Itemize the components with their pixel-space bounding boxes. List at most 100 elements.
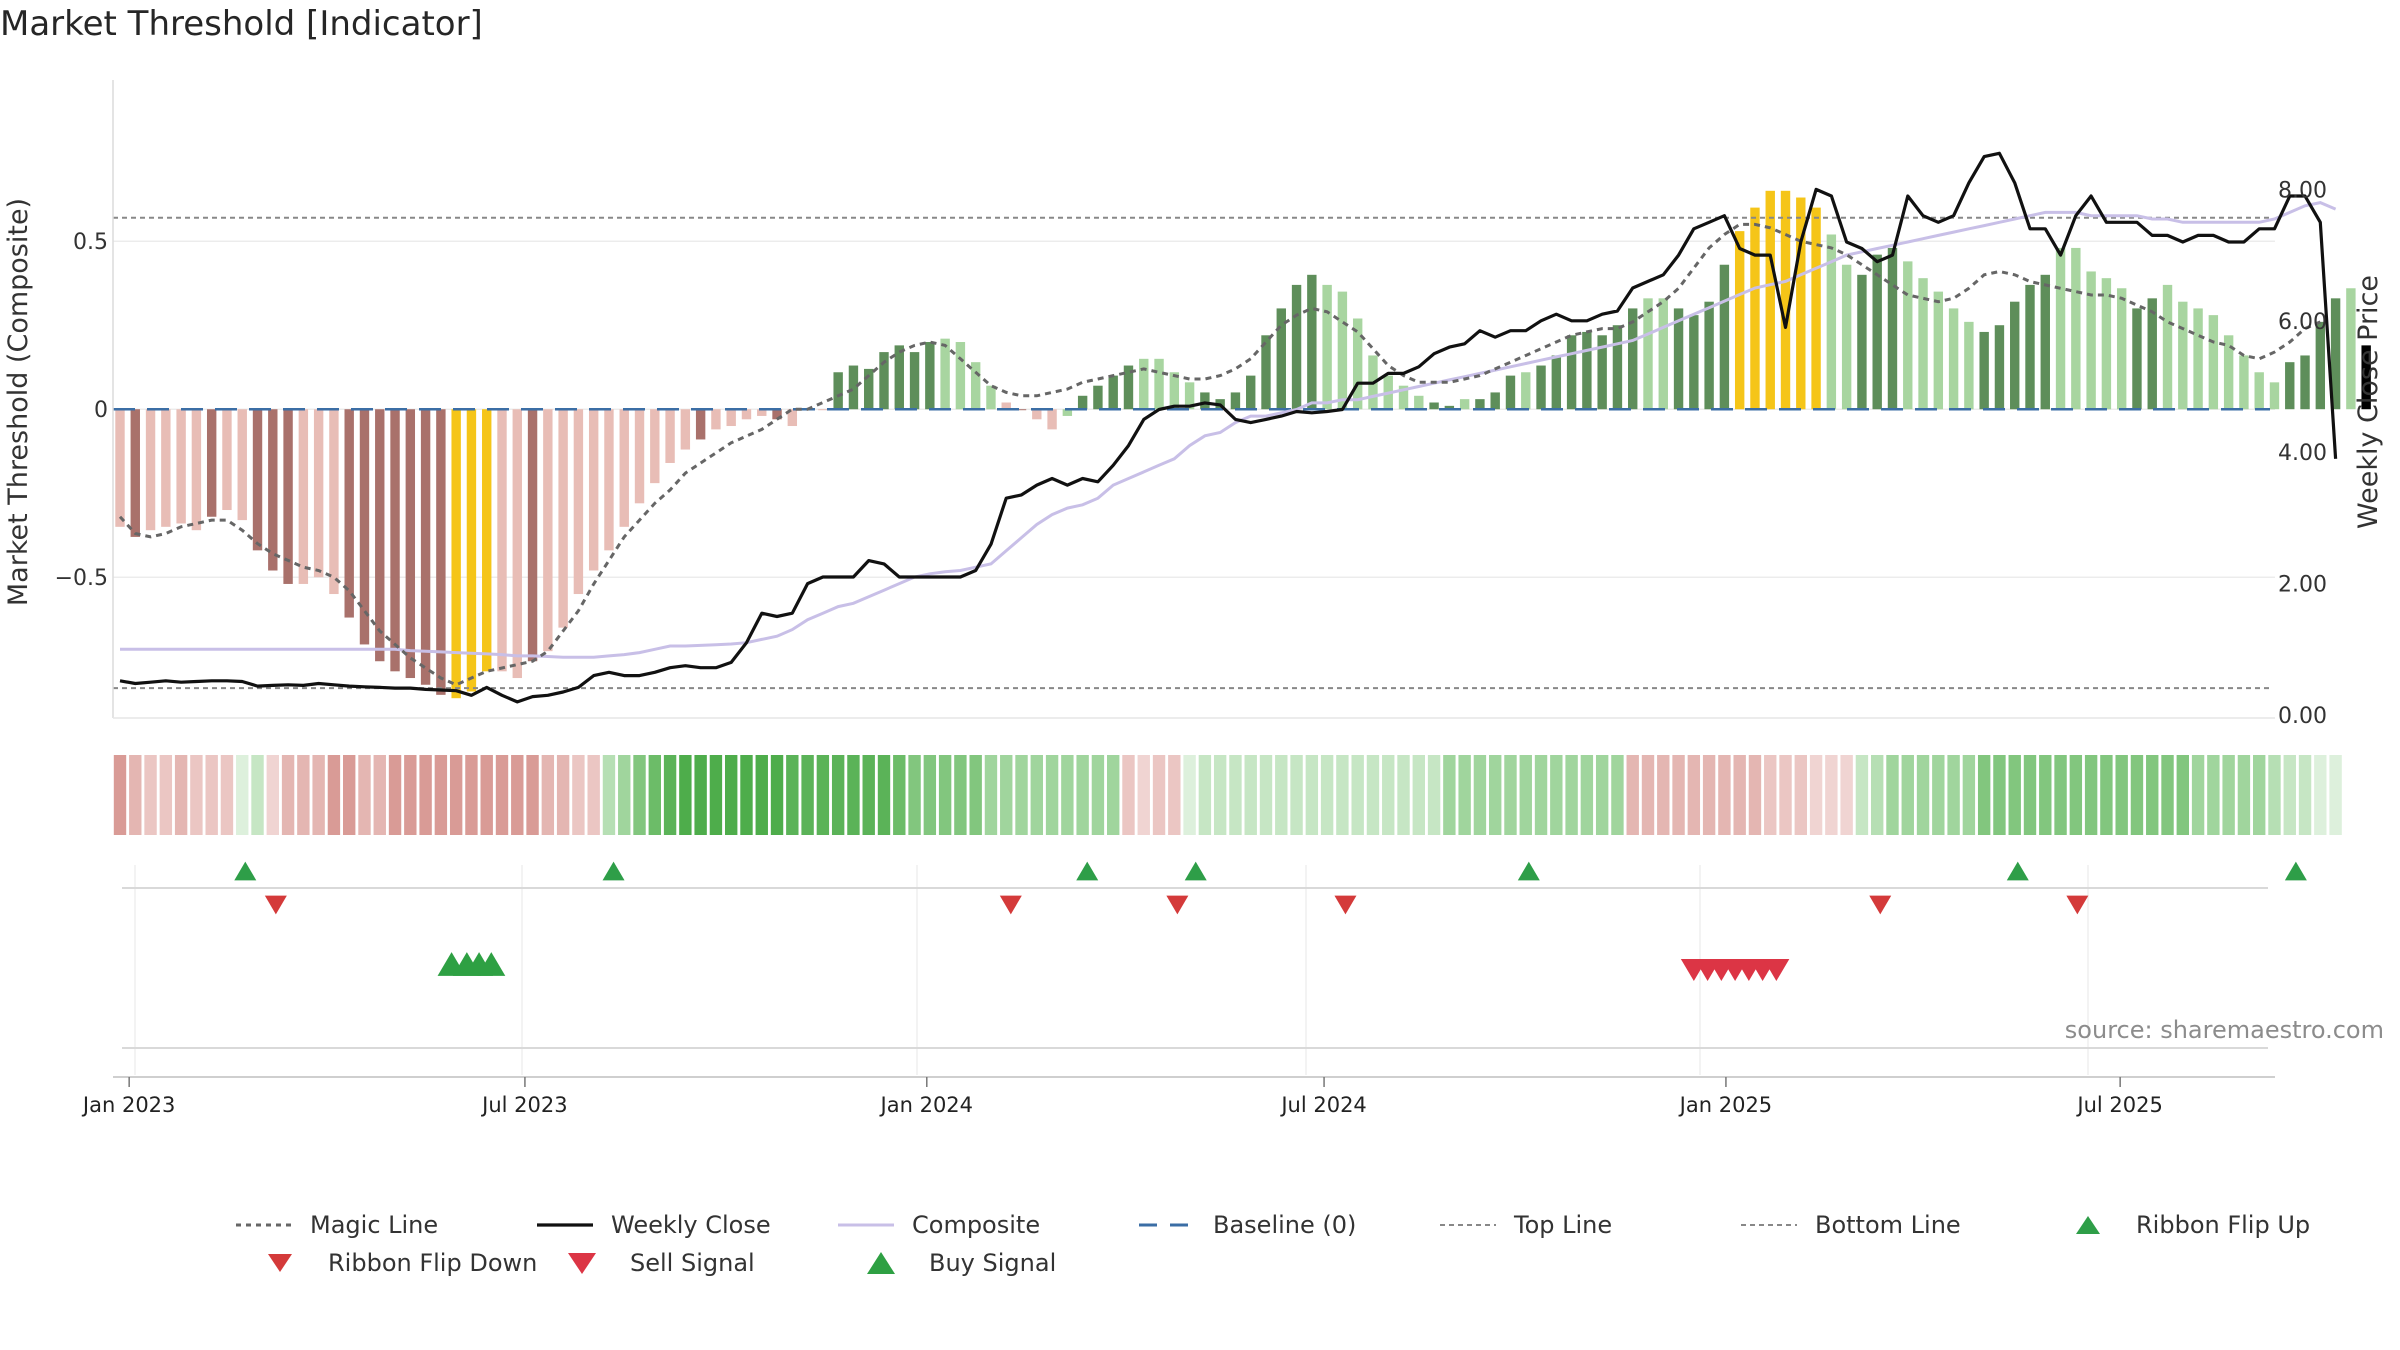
composite-bar	[1872, 254, 1882, 410]
ribbon-cell	[2084, 755, 2098, 835]
magic-line	[118, 222, 2321, 687]
ribbon-cell	[1611, 755, 1624, 835]
composite-bar	[2315, 321, 2326, 410]
composite-bar	[848, 365, 859, 410]
composite-bar	[573, 409, 584, 595]
ribbon-cell	[1366, 755, 1380, 835]
composite-bar	[2132, 308, 2142, 410]
ribbon-cell	[1213, 755, 1227, 835]
ribbon-cell	[770, 755, 784, 835]
composite-bar	[1536, 365, 1546, 410]
ribbon-cell	[373, 755, 386, 835]
legend-swatch-flipdown	[268, 1254, 292, 1272]
composite-bar	[359, 409, 370, 645]
ribbon-cell	[816, 755, 830, 835]
sell-signal-marker	[1763, 958, 1790, 982]
ribbon-cell	[174, 755, 188, 835]
composite-bar	[1643, 298, 1653, 410]
axes-layer: 0.5 0 −0.5 0.00 2.00 4.00 6.00 8.00 Market Thres…	[3, 80, 2384, 729]
composite-bar	[1077, 395, 1088, 410]
composite-bar	[1689, 315, 1699, 410]
ribbon-cell	[1443, 755, 1456, 835]
ribbon-cell	[954, 755, 967, 835]
composite-bar	[1444, 405, 1455, 410]
composite-bar	[2223, 335, 2234, 410]
ribbon-cell	[2130, 755, 2144, 835]
composite-bar	[1582, 331, 1592, 410]
ribbon-cell	[2069, 755, 2083, 835]
ribbon-cell	[2039, 755, 2052, 835]
ribbon-flip-down-marker	[1166, 895, 1189, 915]
composite-bar	[757, 409, 767, 416]
composite-bar	[1903, 261, 1913, 410]
composite-bar	[833, 372, 843, 410]
composite-bar	[2116, 288, 2127, 410]
ribbon-cell	[1809, 755, 1823, 835]
ribbon-cell	[1886, 755, 1899, 835]
x-tick-label: Jan 2024	[879, 1093, 974, 1117]
ribbon-cell	[2222, 755, 2235, 835]
composite-bar	[420, 409, 431, 685]
ribbon-cell	[893, 755, 906, 835]
composite-bar	[298, 409, 309, 584]
ribbon-flip-up-marker	[2006, 861, 2029, 881]
composite-bar	[1796, 197, 1806, 410]
composite-bar	[497, 409, 507, 672]
ribbon-cell	[511, 755, 524, 835]
composite-bar	[252, 409, 263, 551]
composite-bar	[2361, 345, 2371, 410]
composite-bar	[558, 409, 568, 628]
composite-bar	[1429, 402, 1439, 410]
composite-bar	[1307, 274, 1317, 410]
composite-bar	[925, 342, 935, 410]
ribbon-cell	[480, 755, 493, 835]
composite-bar	[1673, 308, 1684, 410]
ribbon-cell	[908, 755, 921, 835]
ribbon-cell	[1183, 755, 1196, 835]
composite-bar	[2330, 298, 2341, 410]
composite-bar	[726, 409, 736, 427]
ribbon-cell	[129, 755, 142, 835]
source-label: source: sharemaestro.com	[2064, 1016, 2384, 1044]
composite-bar	[1719, 264, 1730, 410]
ribbon-cell	[358, 755, 371, 835]
ribbon-cell	[2054, 755, 2067, 835]
ribbon-cell	[1351, 755, 1364, 835]
ribbon-cell	[1702, 755, 1716, 835]
composite-bar	[711, 409, 721, 430]
composite-bar	[818, 409, 828, 411]
composite-bar	[1398, 385, 1409, 410]
composite-bar	[1612, 325, 1623, 410]
ribbon-cell	[251, 755, 264, 835]
ribbon-cell	[831, 755, 845, 835]
x-axis: Jan 2023 Jul 2023 Jan 2024 Jul 2024 Jan 2025…	[81, 1077, 2163, 1117]
ribbon-cell	[633, 755, 646, 835]
ribbon-cell	[1382, 755, 1395, 835]
ribbon-cell	[1595, 755, 1609, 835]
ribbon-cell	[679, 755, 692, 835]
composite-bar	[1750, 207, 1760, 410]
ribbon-cell	[1091, 755, 1105, 835]
ribbon-cell	[694, 755, 707, 835]
ribbon-cell	[877, 755, 891, 835]
legend-label-magic: Magic Line	[310, 1211, 438, 1239]
ribbon-cell	[190, 755, 203, 835]
x-tick-label: Jul 2025	[2075, 1093, 2162, 1117]
ribbon-cell	[1000, 755, 1013, 835]
composite-bar	[634, 409, 645, 504]
ribbon-cell	[388, 755, 402, 835]
legend-label-top: Top Line	[1513, 1211, 1612, 1239]
legend-swatch-buy	[867, 1252, 895, 1274]
composite-line	[120, 201, 2337, 659]
ribbon-cell	[1504, 755, 1517, 835]
x-tick-label: Jul 2023	[480, 1093, 567, 1117]
composite-bar	[2346, 288, 2356, 410]
ribbon-cell	[984, 755, 998, 835]
composite-bar	[1200, 392, 1210, 410]
ribbon-cell	[1030, 755, 1043, 835]
composite-bar	[1826, 234, 1837, 410]
composite-bar	[191, 409, 202, 531]
composite-bar	[527, 409, 538, 662]
ribbon-cell	[1061, 755, 1074, 835]
ribbon-cell	[938, 755, 952, 835]
